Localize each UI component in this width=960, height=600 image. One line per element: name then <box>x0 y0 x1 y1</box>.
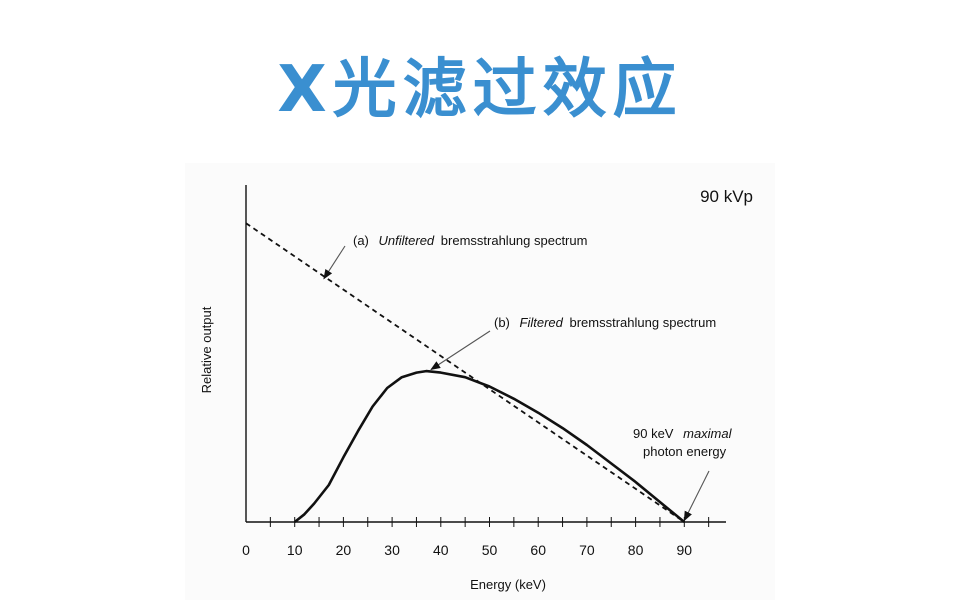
annotation-filtered-rest: bremsstrahlung spectrum <box>570 315 717 330</box>
y-axis-label: Relative output <box>199 306 214 393</box>
x-axis-tick-label: 40 <box>433 542 449 558</box>
annotation-filtered-arrow <box>430 330 491 371</box>
spectrum-chart: 0 10 20 30 40 50 60 70 80 90 90 kVp Energy (keV) … <box>199 185 753 592</box>
x-axis-ticks <box>269 517 710 527</box>
annotation-unfiltered-arrow <box>323 245 346 280</box>
series-filtered-line <box>293 369 686 524</box>
annotation-max-energy-prefix: 90 keV <box>633 426 674 441</box>
x-axis-tick-label: 10 <box>287 542 303 558</box>
x-axis-tick-label: 20 <box>336 542 352 558</box>
x-axis-tick-label: 0 <box>242 542 250 558</box>
annotation-max-energy-line2: photon energy <box>643 444 727 459</box>
x-axis-tick-label: 60 <box>530 542 546 558</box>
chart-title: 90 kVp <box>700 187 753 206</box>
x-axis-label: Energy (keV) <box>470 577 546 592</box>
annotation-filtered-prefix: (b) <box>494 315 510 330</box>
annotation-max-energy-italic: maximal <box>683 426 733 441</box>
annotation-max-energy-line1: 90 keV maximal <box>633 426 733 441</box>
slide-title: X光滤过效应 <box>277 53 683 127</box>
annotation-unfiltered-prefix: (a) <box>353 233 369 248</box>
x-axis-tick-label: 90 <box>677 542 693 558</box>
x-axis-tick-label: 80 <box>628 542 644 558</box>
x-axis-tick-label: 30 <box>384 542 400 558</box>
annotation-filtered-italic: Filtered <box>520 315 564 330</box>
series-unfiltered-line <box>245 222 685 523</box>
x-axis-tick-labels: 0 10 20 30 40 50 60 70 80 90 <box>242 542 692 558</box>
annotation-max-energy-arrow <box>683 470 710 522</box>
annotation-unfiltered-label: (a) Unfiltered bremsstrahlung spectrum <box>353 233 587 248</box>
annotation-unfiltered-italic: Unfiltered <box>379 233 435 248</box>
figure-panel: 0 10 20 30 40 50 60 70 80 90 90 kVp Energy (keV) … <box>185 163 775 600</box>
annotation-filtered-label: (b) Filtered bremsstrahlung spectrum <box>494 315 716 330</box>
x-axis-tick-label: 50 <box>482 542 498 558</box>
x-axis-tick-label: 70 <box>579 542 595 558</box>
annotation-unfiltered-rest: bremsstrahlung spectrum <box>441 233 588 248</box>
